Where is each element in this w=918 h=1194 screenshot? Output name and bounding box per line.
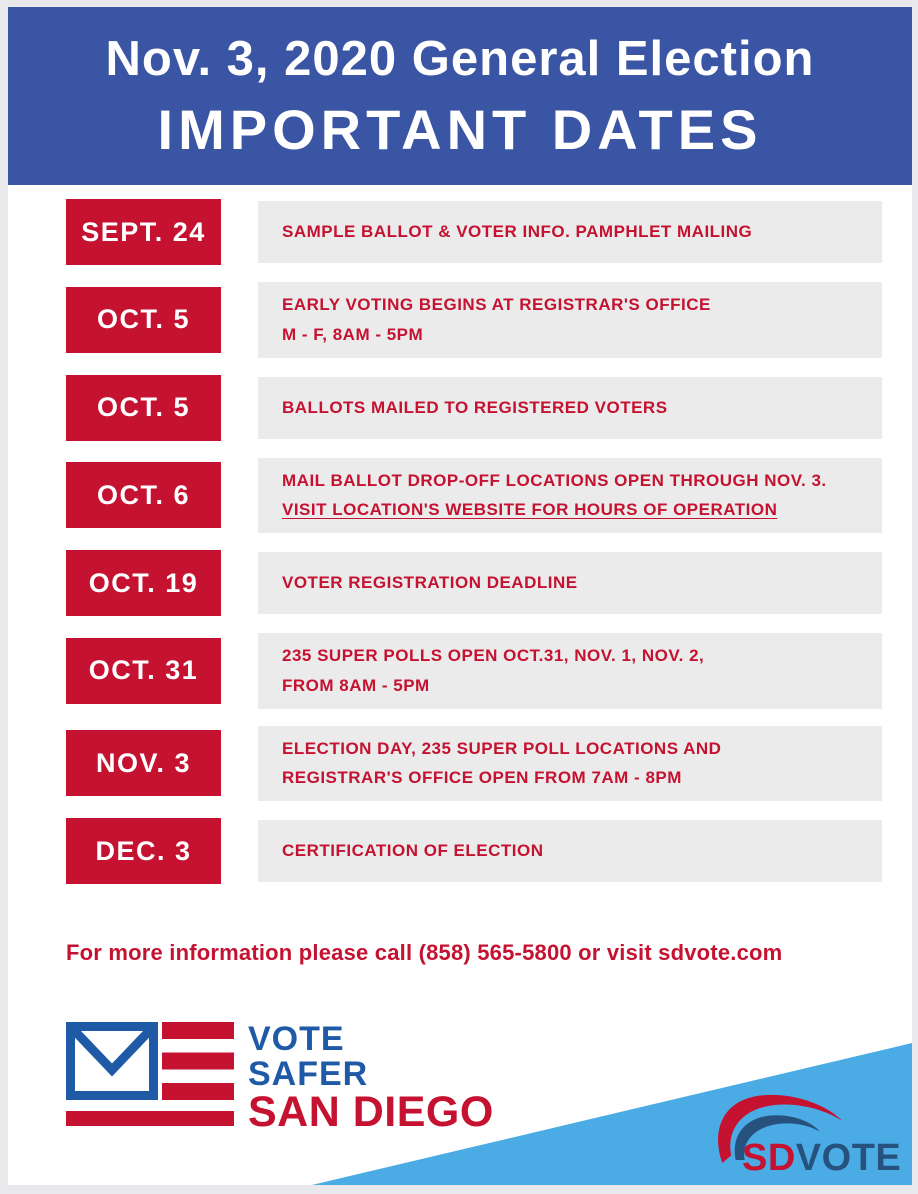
sdvote-swoosh-icon bbox=[718, 1094, 843, 1163]
event-line: EARLY VOTING BEGINS AT REGISTRAR'S OFFIC… bbox=[282, 295, 711, 314]
page-title: Nov. 3, 2020 General Election bbox=[105, 31, 815, 86]
schedule-row: OCT. 5 EARLY VOTING BEGINS AT REGISTRAR'… bbox=[66, 282, 882, 358]
brand-line-san-diego: SAN DIEGO bbox=[248, 1088, 494, 1137]
schedule-row: OCT. 31 235 SUPER POLLS OPEN OCT.31, NOV… bbox=[66, 633, 882, 709]
event-bar: MAIL BALLOT DROP-OFF LOCATIONS OPEN THRO… bbox=[258, 457, 882, 533]
date-badge: OCT. 5 bbox=[66, 286, 221, 353]
event-bar: VOTER REGISTRATION DEADLINE bbox=[258, 552, 882, 614]
flyer-page: Nov. 3, 2020 General Election IMPORTANT … bbox=[8, 7, 912, 1185]
event-line: CERTIFICATION OF ELECTION bbox=[282, 841, 544, 861]
brand-line-safer: SAFER bbox=[248, 1054, 369, 1093]
event-line: VOTER REGISTRATION DEADLINE bbox=[282, 573, 578, 593]
vote-safer-logo: VOTE SAFER SAN DIEGO bbox=[66, 1022, 494, 1134]
event-line: ELECTION DAY, 235 SUPER POLL LOCATIONS A… bbox=[282, 738, 722, 758]
event-line: SAMPLE BALLOT & VOTER INFO. PAMPHLET MAI… bbox=[282, 222, 753, 242]
event-bar: SAMPLE BALLOT & VOTER INFO. PAMPHLET MAI… bbox=[258, 201, 882, 263]
event-bar: BALLOTS MAILED TO REGISTERED VOTERS bbox=[258, 376, 882, 439]
date-badge: OCT. 31 bbox=[66, 637, 221, 704]
event-line: M - F, 8AM - 5PM bbox=[282, 324, 424, 344]
event-line: BALLOTS MAILED TO REGISTERED VOTERS bbox=[282, 397, 668, 417]
schedule-list: SEPT. 24 SAMPLE BALLOT & VOTER INFO. PAM… bbox=[66, 199, 882, 884]
date-badge: NOV. 3 bbox=[66, 730, 221, 797]
sdvote-sd-text: SD bbox=[742, 1137, 796, 1179]
event-bar: 235 SUPER POLLS OPEN OCT.31, NOV. 1, NOV… bbox=[258, 633, 882, 709]
schedule-row: OCT. 5 BALLOTS MAILED TO REGISTERED VOTE… bbox=[66, 374, 882, 441]
date-badge: OCT. 19 bbox=[66, 550, 221, 616]
sdvote-logo: SDVOTE bbox=[676, 1085, 906, 1181]
brand-line-vote: VOTE bbox=[248, 1020, 345, 1058]
flag-envelope-icon bbox=[66, 1022, 234, 1131]
date-badge: DEC. 3 bbox=[66, 818, 221, 884]
schedule-row: SEPT. 24 SAMPLE BALLOT & VOTER INFO. PAM… bbox=[66, 199, 882, 265]
event-line: REGISTRAR'S OFFICE OPEN FROM 7AM - 8PM bbox=[282, 768, 682, 788]
date-badge: OCT. 6 bbox=[66, 462, 221, 529]
date-badge: OCT. 5 bbox=[66, 374, 221, 441]
page-subtitle: IMPORTANT DATES bbox=[157, 97, 763, 161]
schedule-row: OCT. 19 VOTER REGISTRATION DEADLINE bbox=[66, 550, 882, 616]
date-badge: SEPT. 24 bbox=[66, 199, 221, 265]
event-bar: CERTIFICATION OF ELECTION bbox=[258, 820, 882, 882]
schedule-row: OCT. 6 MAIL BALLOT DROP-OFF LOCATIONS OP… bbox=[66, 457, 882, 533]
location-website-link[interactable]: VISIT LOCATION'S WEBSITE FOR HOURS OF OP… bbox=[282, 500, 778, 520]
event-line: MAIL BALLOT DROP-OFF LOCATIONS OPEN THRO… bbox=[282, 470, 827, 490]
sdvote-wordmark: SDVOTE bbox=[742, 1137, 901, 1180]
sdvote-vote-text: VOTE bbox=[795, 1137, 902, 1179]
event-line: 235 SUPER POLLS OPEN OCT.31, NOV. 1, NOV… bbox=[282, 646, 705, 665]
event-line: FROM 8AM - 5PM bbox=[282, 675, 430, 695]
header-banner: Nov. 3, 2020 General Election IMPORTANT … bbox=[8, 7, 912, 185]
info-text: For more information please call (858) 5… bbox=[66, 940, 783, 965]
event-bar: EARLY VOTING BEGINS AT REGISTRAR'S OFFIC… bbox=[258, 282, 882, 358]
schedule-row: DEC. 3 CERTIFICATION OF ELECTION bbox=[66, 818, 882, 884]
event-bar: ELECTION DAY, 235 SUPER POLL LOCATIONS A… bbox=[258, 725, 882, 801]
schedule-row: NOV. 3 ELECTION DAY, 235 SUPER POLL LOCA… bbox=[66, 725, 882, 801]
vote-safer-wordmark: VOTE SAFER SAN DIEGO bbox=[248, 1022, 494, 1134]
